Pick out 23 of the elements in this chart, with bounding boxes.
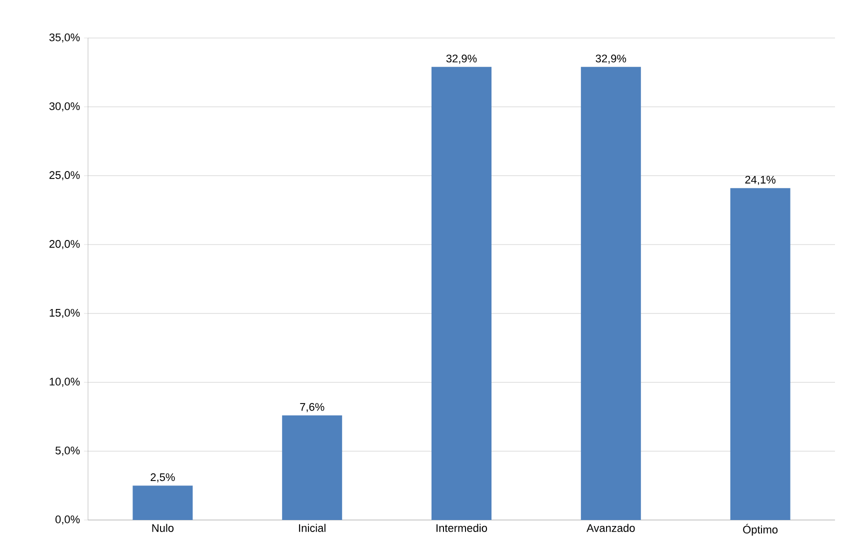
y-tick-label: 10,0% <box>50 378 80 387</box>
x-tick-label: Inicial <box>299 524 326 532</box>
bar <box>282 415 342 520</box>
bar <box>432 66 492 520</box>
y-tick-label: 25,0% <box>49 171 80 180</box>
y-tick-label: 30,0% <box>49 102 80 112</box>
y-tick-label: 0,0% <box>55 515 80 525</box>
data-label: 24,1% <box>745 176 776 185</box>
y-tick-label: 35,0% <box>49 33 80 43</box>
y-tick-label: 20,0% <box>49 240 80 250</box>
data-label: 32,9% <box>446 54 477 64</box>
data-label: 32,9% <box>596 54 626 64</box>
x-tick-label: Óptimo <box>743 524 778 536</box>
bar <box>580 66 641 520</box>
x-tick-label: Avanzado <box>586 524 635 532</box>
y-tick-label: 5,0% <box>56 446 80 456</box>
bar <box>730 188 790 520</box>
data-label: 2,5% <box>150 473 175 482</box>
bar <box>132 486 193 520</box>
y-tick-label: 15,0% <box>50 308 80 318</box>
x-tick-label: Intermedio <box>436 524 488 532</box>
data-label: 7,6% <box>300 403 324 412</box>
x-tick-label: Nulo <box>152 524 174 532</box>
